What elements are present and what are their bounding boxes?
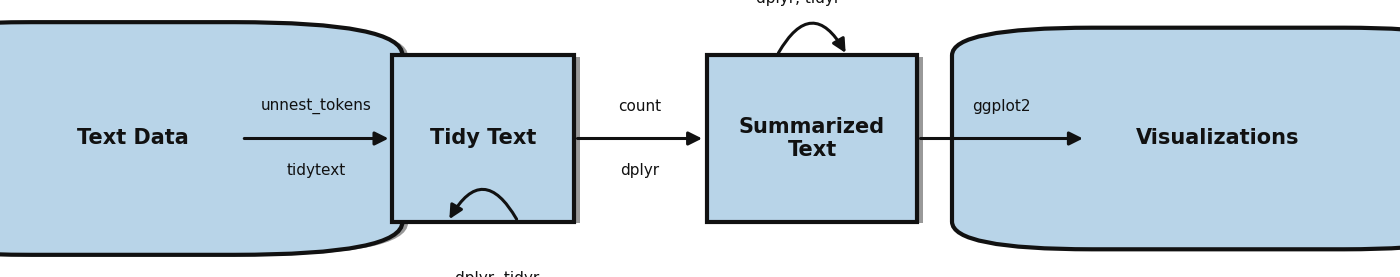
FancyBboxPatch shape — [952, 28, 1400, 249]
Text: Tidy Text: Tidy Text — [430, 129, 536, 148]
FancyBboxPatch shape — [0, 22, 403, 255]
FancyBboxPatch shape — [0, 23, 409, 256]
Text: dplyr, tidyr: dplyr, tidyr — [756, 0, 840, 6]
Text: Summarized
Text: Summarized Text — [739, 117, 885, 160]
Text: tidytext: tidytext — [287, 163, 346, 178]
Text: Text Data: Text Data — [77, 129, 189, 148]
Text: dplyr: dplyr — [620, 163, 659, 178]
FancyBboxPatch shape — [392, 55, 574, 222]
Text: ggplot2: ggplot2 — [973, 99, 1030, 114]
Text: dplyr, tidyr: dplyr, tidyr — [455, 271, 539, 277]
Text: Visualizations: Visualizations — [1137, 129, 1299, 148]
FancyBboxPatch shape — [958, 29, 1400, 250]
FancyBboxPatch shape — [398, 57, 580, 223]
Text: count: count — [619, 99, 661, 114]
FancyBboxPatch shape — [707, 55, 917, 222]
Text: unnest_tokens: unnest_tokens — [260, 98, 372, 114]
FancyBboxPatch shape — [713, 57, 923, 223]
